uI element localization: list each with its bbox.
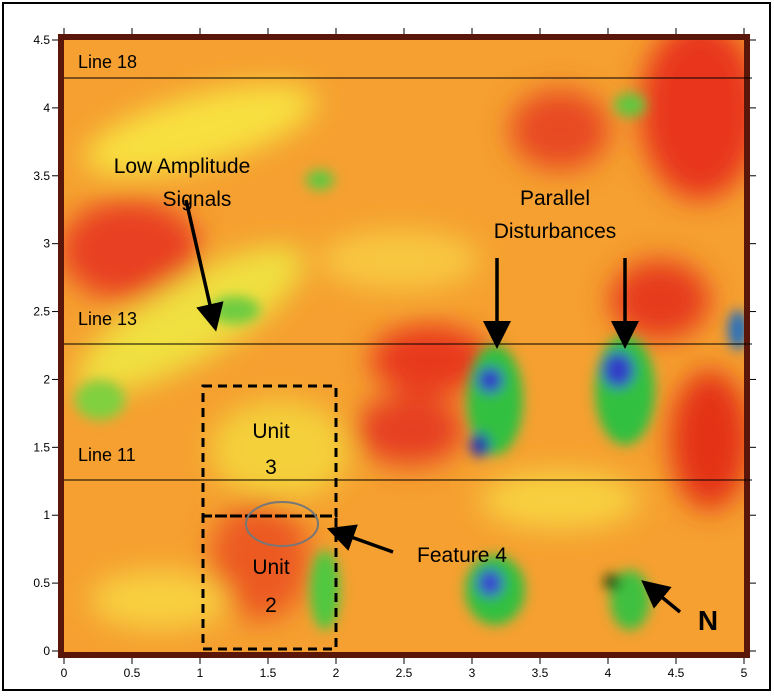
y-tick-label: 3 <box>43 237 50 251</box>
y-tick-label: 4.5 <box>33 33 50 47</box>
y-tick-label: 1.5 <box>33 440 50 454</box>
line-label: Line 11 <box>78 445 136 465</box>
annotation: Parallel <box>520 187 590 210</box>
y-tick-label: 2.5 <box>33 305 50 319</box>
y-tick-label: 0.5 <box>33 576 50 590</box>
annotation: Unit <box>252 556 290 579</box>
y-tick-label: 4 <box>43 101 50 115</box>
arrow <box>641 580 682 614</box>
y-tick-label: 3.5 <box>33 169 50 183</box>
x-tick-label: 4.5 <box>668 666 685 680</box>
annotation: Feature 4 <box>417 544 507 567</box>
annotation: Low Amplitude <box>114 155 251 178</box>
annotation: Disturbances <box>494 220 617 243</box>
annotation: 2 <box>265 594 277 617</box>
x-tick-label: 3 <box>469 666 476 680</box>
x-tick-label: 0 <box>61 666 68 680</box>
amplitude-map <box>64 40 744 652</box>
axes: 0 0.5 1 1.5 2 2.5 3 3.5 4 4.5 5 0 0.5 1 1.5 2 2.5 3 3.5 4 4.… <box>33 28 756 680</box>
x-tick-label: 2.5 <box>396 666 413 680</box>
annotation: 3 <box>265 456 277 479</box>
arrow <box>326 524 394 554</box>
annotations <box>64 77 752 651</box>
x-tick-label: 1.5 <box>260 666 277 680</box>
unit-box <box>201 514 338 651</box>
north-label: N <box>698 605 718 636</box>
labels: Line 18 Line 13 Line 11 Low Amplitude Si… <box>78 52 718 636</box>
annotation: Unit <box>252 420 290 443</box>
y-tick-label: 0 <box>43 644 50 658</box>
x-tick-label: 0.5 <box>124 666 141 680</box>
x-tick-label: 3.5 <box>532 666 549 680</box>
y-tick-label: 2 <box>43 372 50 386</box>
y-tick-label: 1 <box>43 508 50 522</box>
annotation: Signals <box>163 188 232 211</box>
unit-box <box>201 384 338 518</box>
arrow <box>184 199 224 332</box>
x-tick-label: 4 <box>605 666 612 680</box>
x-tick-label: 5 <box>741 666 748 680</box>
line-label: Line 13 <box>78 309 137 329</box>
line-label: Line 18 <box>78 52 137 72</box>
x-tick-label: 1 <box>197 666 204 680</box>
x-tick-label: 2 <box>333 666 340 680</box>
feature-ellipse <box>245 501 319 547</box>
